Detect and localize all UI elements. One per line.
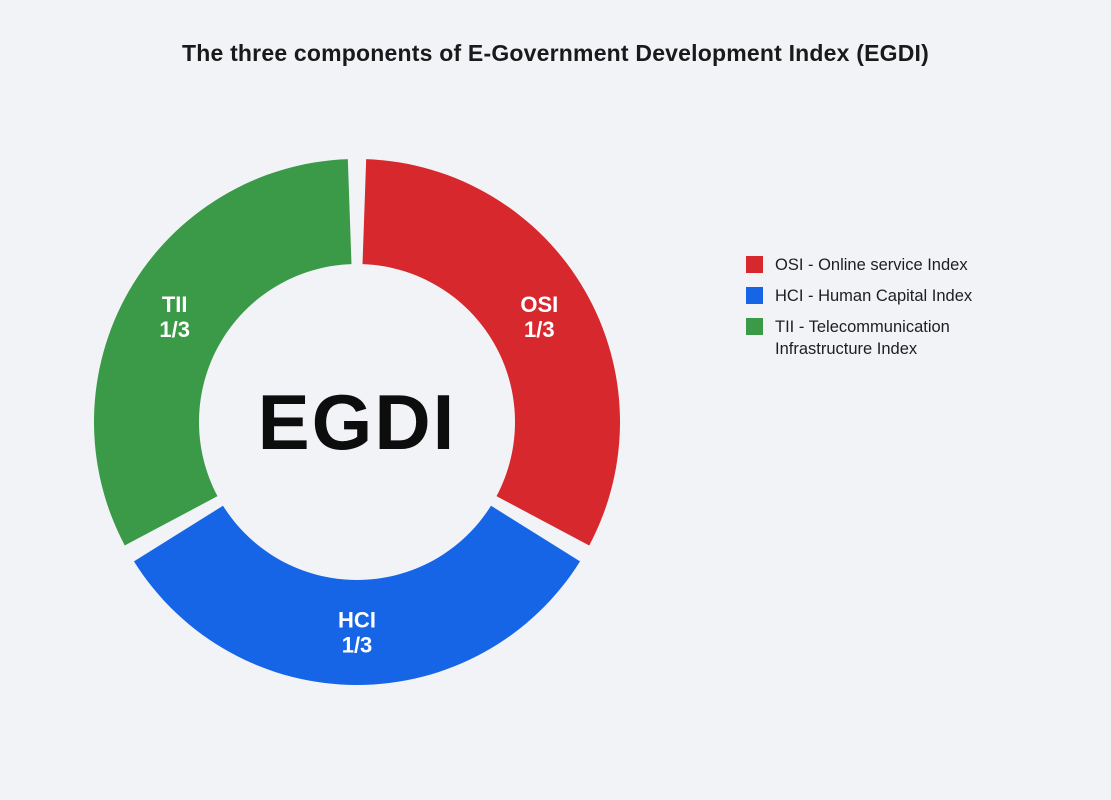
segment-label-hci: HCI 1/3	[338, 608, 376, 658]
legend-label-osi: OSI - Online service Index	[775, 256, 968, 274]
legend-swatch-osi	[746, 256, 763, 273]
legend: OSI - Online service Index HCI - Human C…	[746, 254, 1007, 369]
legend-item-hci: HCI - Human Capital Index	[746, 285, 1007, 307]
legend-label-tii: TII - Telecommunication Infrastructure I…	[775, 318, 950, 358]
legend-swatch-hci	[746, 287, 763, 304]
legend-label-hci: HCI - Human Capital Index	[775, 287, 973, 305]
legend-swatch-tii	[746, 318, 763, 335]
segment-hci	[133, 505, 581, 686]
donut-center-label: EGDI	[258, 378, 457, 466]
chart-title: The three components of E-Government Dev…	[181, 40, 930, 66]
segment-tii	[93, 159, 352, 546]
donut-chart: OSI 1/3 HCI 1/3 TII 1/3 EGDI	[87, 152, 627, 692]
segment-label-tii: TII 1/3	[159, 292, 190, 342]
legend-item-osi: OSI - Online service Index	[746, 254, 1007, 276]
segment-label-osi: OSI 1/3	[520, 292, 558, 342]
donut-chart-svg: OSI 1/3 HCI 1/3 TII 1/3 EGDI	[93, 159, 620, 686]
legend-item-tii: TII - Telecommunication Infrastructure I…	[746, 316, 1007, 360]
segment-osi	[362, 159, 620, 546]
